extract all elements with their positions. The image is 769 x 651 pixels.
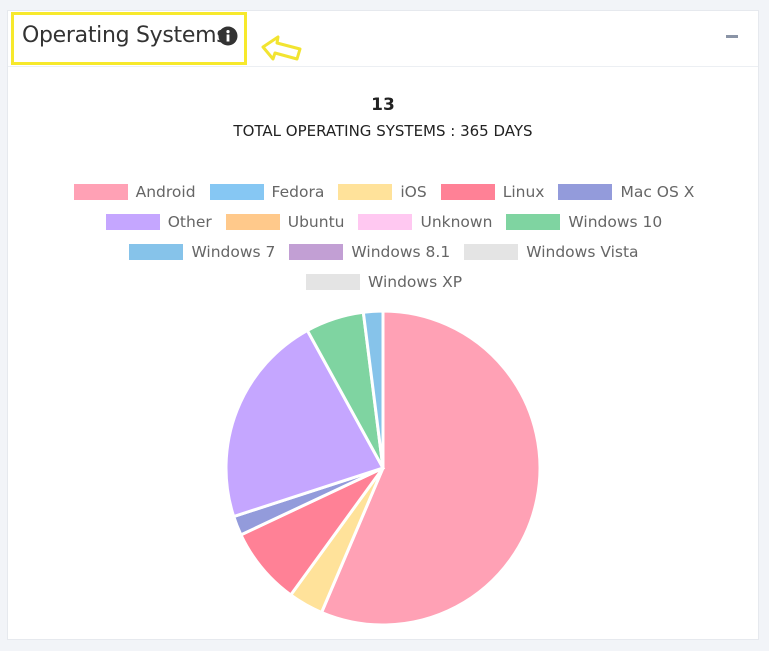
collapse-button[interactable] bbox=[726, 35, 738, 38]
legend-label: Windows 10 bbox=[568, 213, 663, 231]
legend-item[interactable]: Windows 10 bbox=[506, 213, 662, 231]
legend-item[interactable]: Android bbox=[73, 183, 196, 201]
pointer-arrow bbox=[261, 35, 302, 61]
legend-swatch bbox=[338, 184, 393, 200]
legend-label: Unknown bbox=[420, 213, 493, 231]
legend: Android Fedora iOS Linux Mac OS X Other Ubuntu… bbox=[58, 183, 710, 291]
legend-item[interactable]: Linux bbox=[440, 183, 545, 201]
legend-swatch bbox=[289, 244, 344, 260]
legend-label: Mac OS X bbox=[620, 183, 695, 201]
legend-swatch bbox=[105, 214, 160, 230]
legend-label: Windows 8.1 bbox=[351, 243, 451, 261]
legend-label: Windows XP bbox=[367, 273, 463, 291]
legend-label: Other bbox=[167, 213, 212, 231]
legend-swatch bbox=[464, 244, 519, 260]
card-title: Operating Systems bbox=[22, 23, 228, 48]
legend-swatch bbox=[440, 184, 495, 200]
legend-swatch bbox=[225, 214, 280, 230]
card-header: Operating Systems bbox=[8, 11, 758, 67]
legend-label: Fedora bbox=[271, 183, 325, 201]
legend-swatch bbox=[305, 274, 360, 290]
legend-label: Windows 7 bbox=[191, 243, 276, 261]
card: Operating Systems 13 TOTAL OPERATING SYS… bbox=[7, 10, 759, 640]
legend-item[interactable]: Windows 8.1 bbox=[289, 243, 450, 261]
legend-item[interactable]: Fedora bbox=[209, 183, 325, 201]
info-icon[interactable] bbox=[218, 26, 238, 46]
legend-swatch bbox=[209, 184, 264, 200]
legend-item[interactable]: Mac OS X bbox=[558, 183, 694, 201]
pie-chart bbox=[224, 309, 542, 627]
chart-subtitle: TOTAL OPERATING SYSTEMS : 365 DAYS bbox=[233, 122, 533, 140]
legend-item[interactable]: Other bbox=[105, 213, 212, 231]
pie-slice bbox=[319, 309, 542, 627]
highlight-box bbox=[11, 12, 247, 65]
legend-swatch bbox=[558, 184, 613, 200]
pie-slice bbox=[224, 328, 386, 519]
legend-label: iOS bbox=[400, 183, 427, 201]
legend-item[interactable]: Unknown bbox=[358, 213, 492, 231]
legend-item[interactable]: Windows XP bbox=[305, 273, 463, 291]
legend-label: Windows Vista bbox=[526, 243, 639, 261]
pie-slice bbox=[361, 309, 385, 469]
legend-item[interactable]: Windows 7 bbox=[129, 243, 275, 261]
legend-swatch bbox=[73, 184, 128, 200]
legend-item[interactable]: Ubuntu bbox=[225, 213, 345, 231]
legend-swatch bbox=[358, 214, 413, 230]
legend-swatch bbox=[129, 244, 184, 260]
total-count: 13 bbox=[371, 95, 395, 115]
legend-item[interactable]: Windows Vista bbox=[464, 243, 639, 261]
legend-swatch bbox=[506, 214, 561, 230]
legend-label: Ubuntu bbox=[287, 213, 345, 231]
legend-label: Android bbox=[135, 183, 196, 201]
legend-label: Linux bbox=[502, 183, 545, 201]
legend-item[interactable]: iOS bbox=[338, 183, 427, 201]
